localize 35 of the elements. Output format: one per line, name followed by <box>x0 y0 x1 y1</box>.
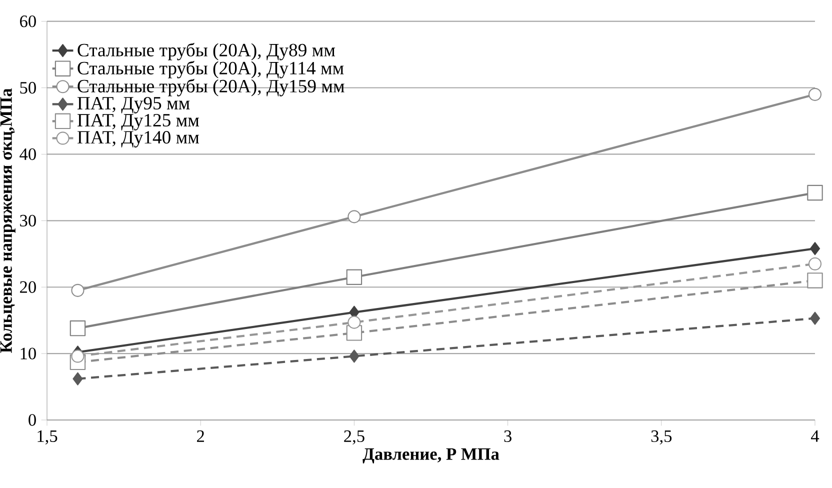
point <box>72 372 83 386</box>
x-tick-label: 3 <box>504 430 512 442</box>
point <box>348 210 361 224</box>
x-tick-label: 2 <box>197 430 204 442</box>
legend-label: Стальные трубы (20А), Ду114 мм <box>78 60 344 78</box>
x-tick-label: 4 <box>810 430 820 442</box>
legend-label: Стальные трубы (20А), Ду159 мм <box>78 78 344 96</box>
point <box>70 320 86 336</box>
y-tick-label: 20 <box>20 281 36 293</box>
x-tick-label: 3,5 <box>651 430 672 445</box>
legend-label: Стальные трубы (20А), Ду89 мм <box>78 42 336 60</box>
point <box>348 316 361 329</box>
legend-label: ПАТ, Ду140 мм <box>77 131 200 148</box>
y-tick-label: 60 <box>20 15 36 28</box>
point <box>808 257 822 270</box>
x-axis-title: Давление, Р МПа <box>362 448 500 464</box>
legend-label: ПАТ, Ду125 мм <box>77 114 200 130</box>
legend-label: ПАТ, Ду95 мм <box>77 96 190 114</box>
y-axis-title: Кольцевые напряжения σкц,МПа <box>0 88 16 353</box>
point <box>810 312 820 325</box>
point <box>810 242 820 256</box>
point <box>808 88 822 101</box>
y-tick-label: 10 <box>20 348 36 360</box>
point <box>71 284 84 297</box>
y-tick-label: 50 <box>20 82 36 94</box>
x-tick-label: 1,5 <box>38 430 58 445</box>
point <box>71 350 84 363</box>
y-tick-label: 30 <box>20 214 36 227</box>
point <box>807 184 823 201</box>
x-tick-label: 2,5 <box>344 430 364 445</box>
y-tick-label: 40 <box>20 148 36 160</box>
point <box>807 272 823 288</box>
point <box>346 269 362 285</box>
point <box>349 350 360 363</box>
y-tick-label: 0 <box>28 414 36 426</box>
